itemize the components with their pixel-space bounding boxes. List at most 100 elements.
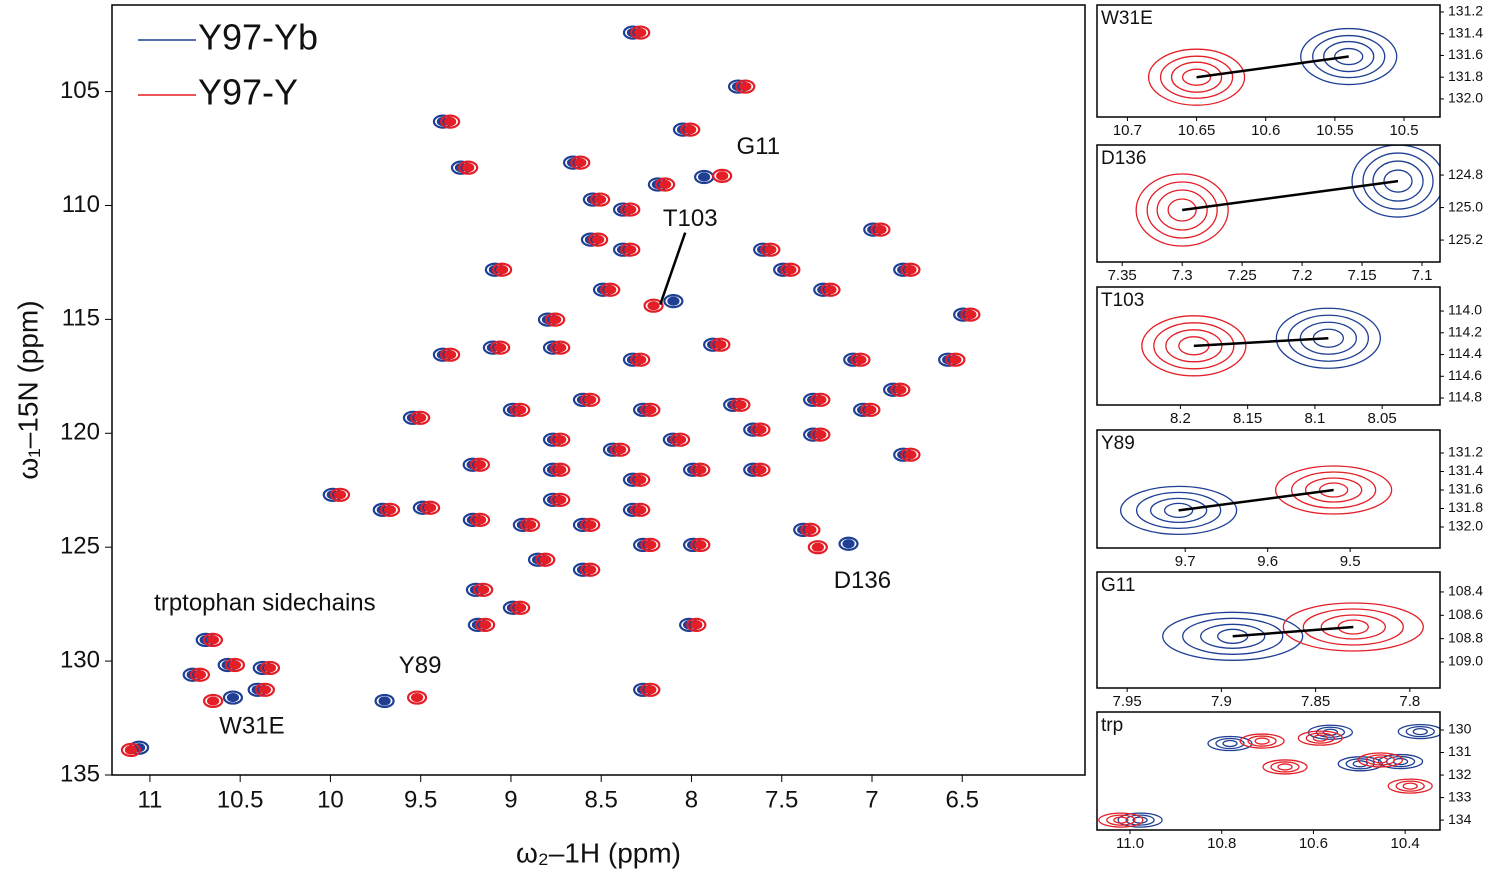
- peak: [750, 422, 771, 437]
- y-tick-label: 105: [60, 77, 100, 104]
- y-tick-label: 131: [1448, 743, 1472, 759]
- peak: [610, 442, 631, 457]
- contour: [584, 565, 597, 575]
- peak: [473, 582, 494, 597]
- peak: [663, 294, 684, 309]
- contour: [900, 447, 921, 462]
- x-tick-label: 7.3: [1172, 267, 1193, 284]
- contour: [226, 692, 240, 703]
- contour: [1156, 189, 1208, 231]
- contour: [1135, 491, 1222, 530]
- contour: [1365, 754, 1396, 766]
- peak: [1282, 602, 1424, 652]
- legend-label: Y97-Y: [198, 72, 298, 113]
- contour: [554, 495, 567, 505]
- contour: [590, 192, 611, 207]
- x-tick-label: 7: [865, 786, 878, 813]
- annotation-pointer: [659, 232, 687, 305]
- y-tick-label: 131.6: [1448, 46, 1483, 62]
- peak: [580, 562, 601, 577]
- y-tick-label: 124.8: [1448, 166, 1483, 182]
- contour: [206, 635, 220, 645]
- peak: [730, 397, 751, 412]
- plot-area: [1119, 465, 1393, 536]
- y-tick-label: 125: [60, 533, 100, 560]
- x-tick-label: 7.1: [1412, 267, 1433, 284]
- contour: [574, 158, 587, 168]
- contour: [760, 242, 781, 257]
- contour: [329, 487, 351, 502]
- contour: [584, 520, 597, 530]
- contour: [1412, 727, 1428, 736]
- x-tick-label: 7.9: [1211, 693, 1232, 710]
- contour: [1305, 732, 1335, 744]
- peak: [1135, 173, 1229, 247]
- contour: [496, 265, 509, 275]
- contour: [644, 540, 657, 550]
- panel-title: Y89: [1101, 433, 1135, 454]
- contour: [1320, 614, 1386, 640]
- y-tick-label: 114.4: [1448, 345, 1482, 361]
- plot-area: [1147, 27, 1398, 106]
- contour: [904, 265, 917, 275]
- contour: [333, 490, 347, 500]
- x-tick-label: 10.6: [1299, 835, 1328, 852]
- contour: [1247, 735, 1277, 747]
- y-axis-title: ω₁–15N (ppm): [12, 300, 43, 479]
- peak: [490, 340, 511, 355]
- peak: [1262, 759, 1308, 775]
- panel: 11.0 10.8 10.6 10.4 130 131 132 133 134 trp: [1096, 711, 1472, 852]
- contour: [739, 81, 752, 92]
- contour: [494, 343, 507, 353]
- contour: [1287, 314, 1370, 362]
- contour: [800, 522, 821, 537]
- contour: [634, 475, 647, 485]
- contour: [644, 405, 657, 415]
- contour: [514, 603, 527, 613]
- peak: [440, 347, 461, 362]
- x-tick-label: 7.85: [1301, 693, 1330, 710]
- contour: [580, 562, 601, 577]
- contour: [1274, 465, 1393, 515]
- x-tick-label: 9.5: [1340, 553, 1361, 570]
- frame: [111, 4, 1086, 776]
- contour: [690, 462, 711, 477]
- contour: [1182, 617, 1284, 655]
- contour: [1383, 169, 1413, 193]
- x-tick-label: 7.35: [1108, 267, 1137, 284]
- contour: [735, 79, 756, 94]
- panel: 10.7 10.65 10.6 10.55 10.5 131.2 131.4 131.6 131…: [1096, 3, 1483, 139]
- contour: [690, 537, 711, 553]
- peak: [807, 540, 828, 555]
- x-tick-label: 9.5: [404, 786, 437, 813]
- peak: [475, 617, 496, 632]
- contour: [410, 692, 424, 703]
- peak: [590, 192, 611, 207]
- peak: [838, 536, 859, 551]
- peak: [224, 657, 246, 673]
- contour: [634, 27, 647, 38]
- peak: [1397, 723, 1440, 740]
- peak: [580, 392, 601, 407]
- panel: 7.35 7.3 7.25 7.2 7.15 7.1 124.8 125.0 125.2 D136: [1096, 144, 1483, 284]
- contour: [519, 517, 541, 532]
- contour: [754, 465, 767, 475]
- peak: [686, 617, 707, 632]
- shift-line: [1232, 625, 1354, 638]
- shift-line: [1196, 55, 1349, 79]
- contour: [510, 600, 531, 615]
- contour: [374, 693, 395, 709]
- contour: [640, 682, 661, 697]
- contour: [784, 265, 797, 275]
- peak: [669, 432, 691, 447]
- contour: [444, 350, 457, 360]
- x-tick-label: 10.55: [1316, 122, 1354, 139]
- peak: [419, 500, 441, 515]
- contour: [680, 122, 701, 137]
- contour: [202, 693, 224, 709]
- peak: [712, 168, 733, 183]
- contour: [440, 347, 461, 362]
- contour: [423, 503, 437, 513]
- contour: [630, 472, 651, 487]
